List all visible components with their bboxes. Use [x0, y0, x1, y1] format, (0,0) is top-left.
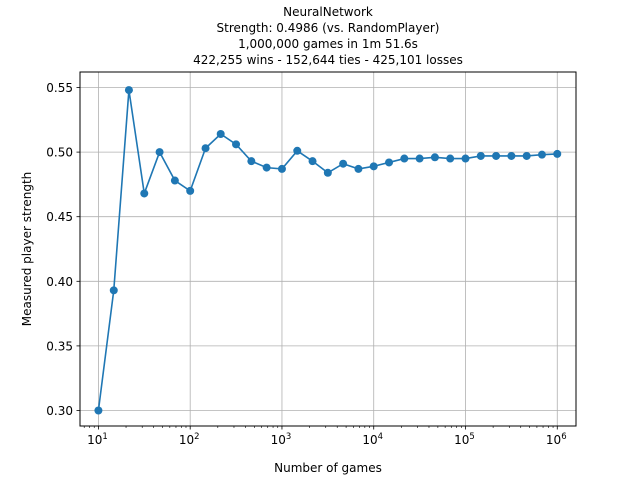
data-point [262, 163, 271, 172]
data-point [170, 176, 179, 185]
y-axis-ticks: 0.30 0.35 0.40 0.45 0.50 0.55 [46, 81, 80, 418]
x-tick-label-exponent: 1 [102, 432, 107, 442]
y-tick-label: 0.50 [46, 146, 73, 160]
x-tick-label-base: 10 [87, 433, 102, 447]
x-tick-label-base: 10 [179, 433, 194, 447]
x-tick-label: 105 [454, 432, 475, 447]
chart-title-line-4: 422,255 wins - 152,644 ties - 425,101 lo… [193, 53, 463, 67]
x-axis-label: Number of games [274, 461, 382, 475]
data-point [507, 151, 516, 160]
data-point [446, 154, 455, 163]
data-point [400, 154, 409, 163]
y-tick-label: 0.45 [46, 210, 73, 224]
y-tick-label: 0.30 [46, 404, 73, 418]
axes-frame [79, 71, 577, 427]
data-point [385, 158, 394, 167]
x-tick-label: 106 [546, 432, 567, 447]
x-tick-label-exponent: 6 [561, 432, 566, 442]
data-point [553, 149, 562, 158]
chart-title-line-2: Strength: 0.4986 (vs. RandomPlayer) [216, 21, 440, 35]
data-point [201, 144, 210, 153]
x-tick-label-exponent: 2 [194, 432, 199, 442]
series-line [97, 89, 558, 411]
y-tick-label: 0.40 [46, 275, 73, 289]
y-tick-label: 0.35 [46, 339, 73, 353]
data-point [369, 162, 378, 171]
data-series [94, 86, 562, 415]
data-point [140, 189, 149, 198]
data-point [308, 157, 317, 166]
x-tick-label-base: 10 [271, 433, 286, 447]
y-axis-label: Measured player strength [20, 172, 34, 327]
data-point [415, 154, 424, 163]
data-point [155, 148, 164, 157]
data-point [94, 406, 103, 415]
x-tick-label-exponent: 3 [286, 432, 291, 442]
data-point [216, 130, 225, 139]
data-point [323, 168, 332, 177]
x-tick-label-exponent: 4 [378, 432, 383, 442]
x-tick-label-base: 10 [546, 433, 561, 447]
data-point [186, 186, 195, 195]
data-point [247, 157, 256, 166]
x-axis-ticks: 101 102 103 104 105 106 [83, 426, 567, 447]
data-point [277, 164, 286, 173]
x-tick-label: 101 [87, 432, 108, 447]
data-point [293, 146, 302, 155]
x-tick-label-base: 10 [362, 433, 377, 447]
x-tick-label-exponent: 5 [469, 432, 474, 442]
data-point [339, 159, 348, 168]
data-point [522, 151, 531, 160]
data-point [354, 164, 363, 173]
grid-lines [80, 72, 576, 426]
data-point [461, 154, 470, 163]
x-tick-label: 103 [271, 432, 292, 447]
data-point [492, 151, 501, 160]
x-tick-label: 102 [179, 432, 200, 447]
chart-title-line-1: NeuralNetwork [283, 5, 373, 19]
data-point [476, 151, 485, 160]
y-tick-label: 0.55 [46, 81, 73, 95]
data-point [232, 140, 241, 149]
data-point [537, 150, 546, 159]
chart-title-line-3: 1,000,000 games in 1m 51.6s [238, 37, 418, 51]
x-tick-label: 104 [362, 432, 383, 447]
data-point [109, 286, 118, 295]
data-point [430, 153, 439, 162]
data-point [124, 86, 133, 95]
x-tick-label-base: 10 [454, 433, 469, 447]
